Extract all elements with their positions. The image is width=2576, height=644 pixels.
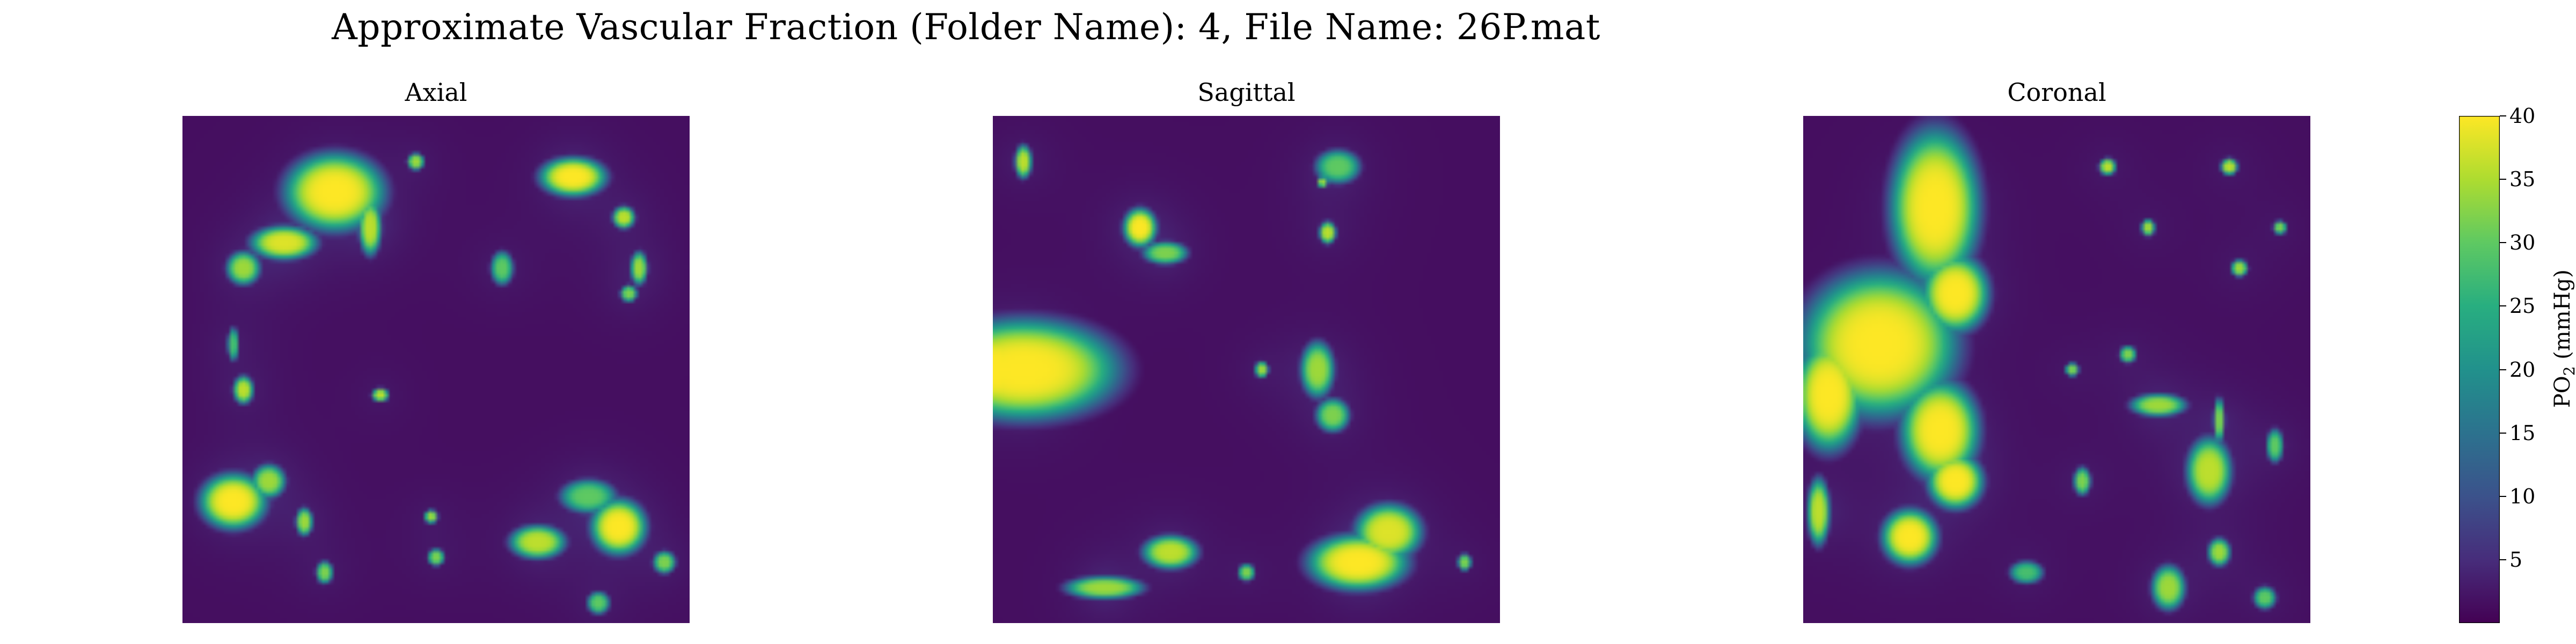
colorbar-label-main: PO xyxy=(2550,376,2575,408)
colorbar-gradient xyxy=(2459,116,2500,623)
colorbar-tick-mark xyxy=(2500,369,2506,370)
sagittal-heatmap xyxy=(993,116,1500,623)
colorbar-tick-mark xyxy=(2500,432,2506,434)
colorbar-tick-label: 40 xyxy=(2509,104,2536,128)
colorbar-tick-label: 15 xyxy=(2509,421,2536,445)
panel-title-coronal: Coronal xyxy=(2007,78,2106,107)
panel-title-axial: Axial xyxy=(405,78,467,107)
figure-title: Approximate Vascular Fraction (Folder Na… xyxy=(332,6,1600,48)
colorbar-tick-mark xyxy=(2500,115,2506,116)
colorbar-tick-mark xyxy=(2500,495,2506,497)
colorbar-tick-label: 30 xyxy=(2509,231,2536,255)
colorbar-tick-label: 35 xyxy=(2509,167,2536,192)
colorbar-tick-label: 25 xyxy=(2509,294,2536,318)
coronal-heatmap xyxy=(1803,116,2310,623)
axial-heatmap xyxy=(182,116,690,623)
colorbar-label: PO2 (mmHg) xyxy=(2550,269,2576,408)
colorbar-label-sub: 2 xyxy=(2560,366,2576,376)
panel-title-sagittal: Sagittal xyxy=(1197,78,1296,107)
colorbar-tick-label: 20 xyxy=(2509,357,2536,382)
colorbar xyxy=(2459,116,2500,623)
colorbar-tick-mark xyxy=(2500,179,2506,180)
colorbar-label-unit: (mmHg) xyxy=(2550,269,2575,360)
colorbar-tick-mark xyxy=(2500,305,2506,307)
colorbar-tick-mark xyxy=(2500,559,2506,560)
colorbar-tick-mark xyxy=(2500,242,2506,244)
colorbar-tick-label: 5 xyxy=(2509,547,2523,572)
colorbar-tick-label: 10 xyxy=(2509,484,2536,508)
